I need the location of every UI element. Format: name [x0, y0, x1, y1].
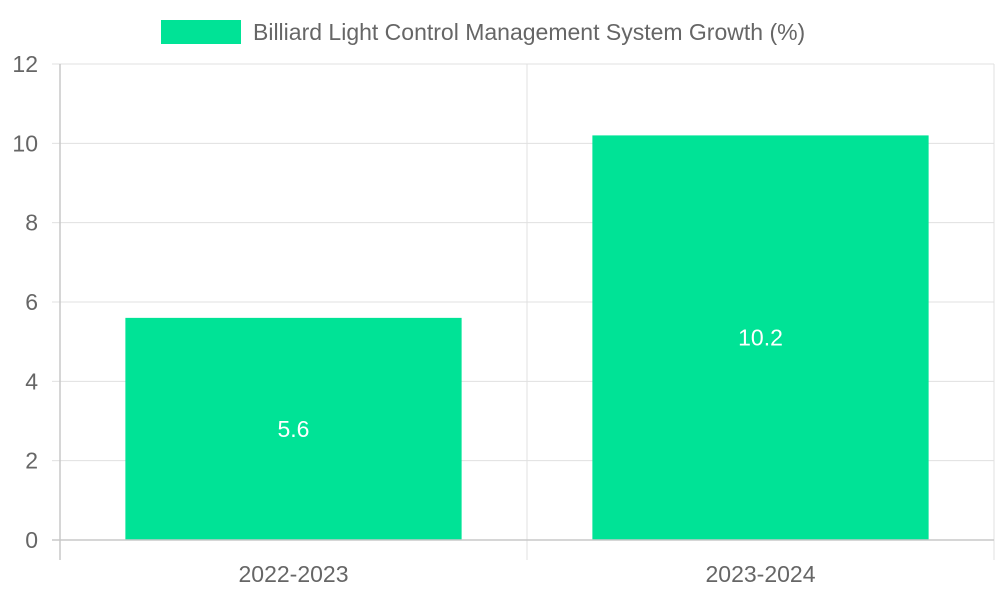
y-tick-label: 0: [25, 527, 38, 553]
bar-value-label: 5.6: [278, 416, 310, 442]
y-tick-label: 2: [25, 448, 38, 474]
bar-value-label: 10.2: [738, 325, 783, 351]
bar: [592, 135, 929, 540]
legend-swatch: [161, 20, 241, 44]
y-axis-ticks: 0 2 4 6 8 10 12: [12, 51, 38, 553]
chart-legend: Billiard Light Control Management System…: [161, 19, 805, 45]
y-tick-label: 8: [25, 210, 38, 236]
x-tick-label: 2022-2023: [239, 561, 349, 587]
legend-label: Billiard Light Control Management System…: [253, 19, 805, 45]
bar: [125, 317, 462, 540]
chart-axes: [52, 64, 994, 560]
y-tick-label: 10: [12, 130, 38, 156]
y-tick-label: 6: [25, 289, 38, 315]
y-tick-label: 12: [12, 51, 38, 77]
x-tick-label: 2023-2024: [706, 561, 816, 587]
data-labels: 5.6 10.2: [278, 325, 783, 442]
y-tick-label: 4: [25, 368, 38, 394]
chart-bars: [125, 135, 929, 540]
x-axis-ticks: 2022-2023 2023-2024: [239, 561, 816, 587]
